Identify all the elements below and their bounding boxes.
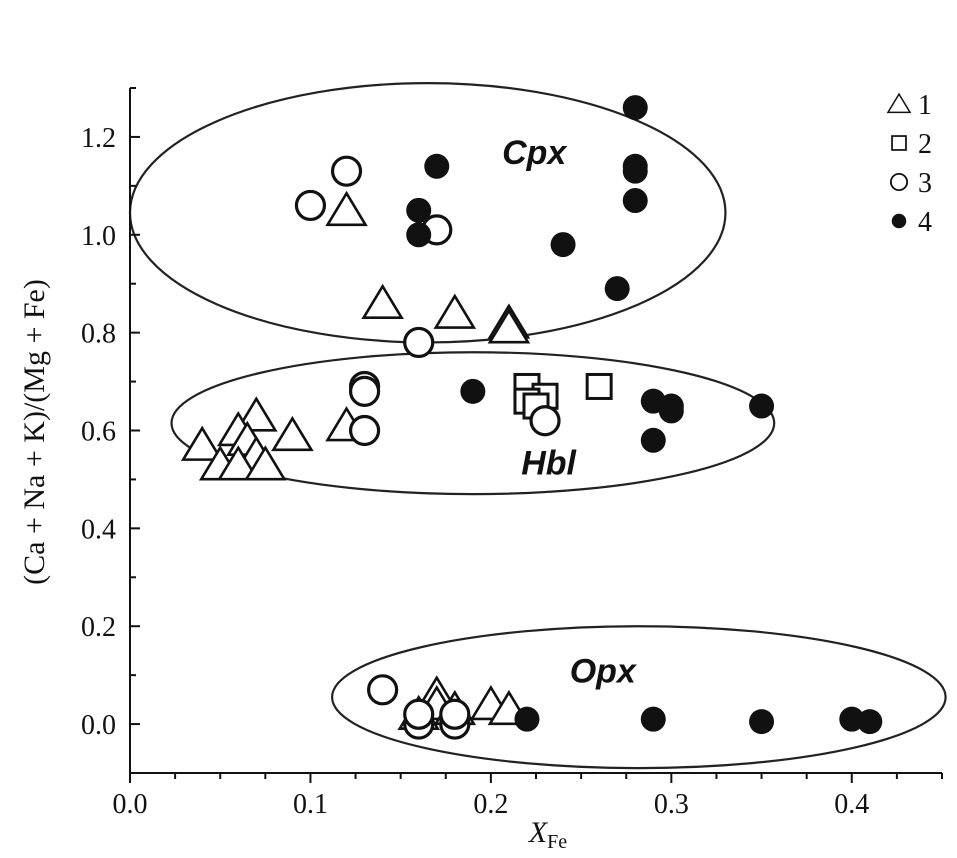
point-series-4-19 [857, 709, 883, 735]
point-series-3-3 [403, 326, 435, 359]
y-tick-label: 1.2 [81, 123, 116, 154]
point-series-4-4 [622, 188, 648, 214]
legend: 1 2 3 4 [886, 90, 932, 238]
point-series-4-9 [460, 378, 486, 404]
point-series-4-3 [622, 158, 648, 184]
series-4 [406, 95, 883, 735]
point-series-1-7 [271, 415, 314, 452]
point-series-3-1 [294, 189, 327, 222]
point-series-1-2 [433, 293, 477, 329]
point-series-4-17 [749, 709, 775, 735]
y-tick-label: 0.8 [81, 319, 116, 350]
point-series-3-8 [367, 674, 399, 706]
point-series-1-10 [180, 425, 224, 461]
y-tick-label: 1.0 [81, 221, 116, 252]
point-series-3-0 [330, 155, 363, 187]
series-2 [513, 372, 613, 420]
region-label-opx: Opx [570, 652, 638, 690]
y-tick-label: 0.6 [81, 417, 116, 448]
point-series-4-12 [658, 398, 684, 424]
point-series-4-13 [749, 393, 775, 419]
point-series-4-16 [640, 706, 666, 732]
x-tick-label: 0.3 [654, 789, 689, 820]
region-ellipse-hbl [170, 351, 776, 496]
y-axis-title: (Ca + Na + K)/(Mg + Fe) [18, 279, 51, 585]
point-series-2-2 [585, 372, 613, 400]
point-series-4-5 [406, 197, 432, 223]
point-series-1-13 [216, 445, 260, 481]
x-axis-title-main: X [528, 816, 549, 849]
point-series-4-15 [514, 706, 540, 732]
point-series-4-7 [550, 232, 576, 258]
series-1 [180, 190, 531, 731]
point-series-3-12 [439, 698, 471, 730]
legend-label-2: 2 [918, 129, 932, 160]
x-tick-label: 0.1 [293, 789, 328, 820]
legend-label-1: 1 [918, 90, 932, 121]
series-3 [294, 155, 561, 740]
y-tick-label: 0.4 [81, 514, 116, 545]
point-series-3-7 [529, 405, 561, 437]
legend-label-4: 4 [918, 207, 932, 238]
point-series-3-10 [403, 698, 435, 730]
region-label-cpx: Cpx [502, 134, 568, 172]
point-series-4-14 [640, 427, 666, 453]
point-series-4-0 [622, 95, 648, 121]
point-series-1-1 [361, 283, 404, 320]
point-series-4-6 [406, 222, 432, 248]
data-points [180, 95, 883, 740]
x-tick-label: 0.2 [473, 789, 508, 820]
legend-label-3: 3 [918, 168, 932, 199]
point-series-3-6 [348, 414, 381, 447]
y-tick-label: 0.2 [81, 612, 116, 643]
x-axis-title: XFe [528, 816, 567, 853]
y-axis-ticks: 0.0 0.2 0.4 0.6 0.8 1.0 1.2 [81, 87, 140, 774]
legend-marker-4 [891, 213, 907, 229]
y-tick-label: 0.0 [81, 710, 116, 741]
region-label-hbl: Hbl [521, 445, 577, 483]
point-series-1-0 [325, 190, 368, 227]
legend-marker-2 [891, 135, 907, 151]
point-series-4-8 [604, 276, 630, 302]
region-ellipse-opx [330, 625, 947, 770]
point-series-1-14 [244, 445, 287, 481]
x-axis-ticks: 0.0 0.1 0.2 0.3 0.4 [113, 773, 943, 820]
point-series-1-4 [487, 308, 531, 344]
axis-titles: XFe (Ca + Na + K)/(Mg + Fe) [18, 279, 567, 853]
point-series-3-5 [348, 375, 381, 407]
legend-marker-3 [889, 172, 909, 192]
x-tick-label: 0.4 [834, 789, 869, 820]
x-tick-label: 0.0 [113, 789, 148, 820]
point-series-4-1 [424, 153, 450, 179]
x-axis-title-subscript: Fe [547, 831, 567, 853]
legend-marker-1 [886, 92, 912, 114]
